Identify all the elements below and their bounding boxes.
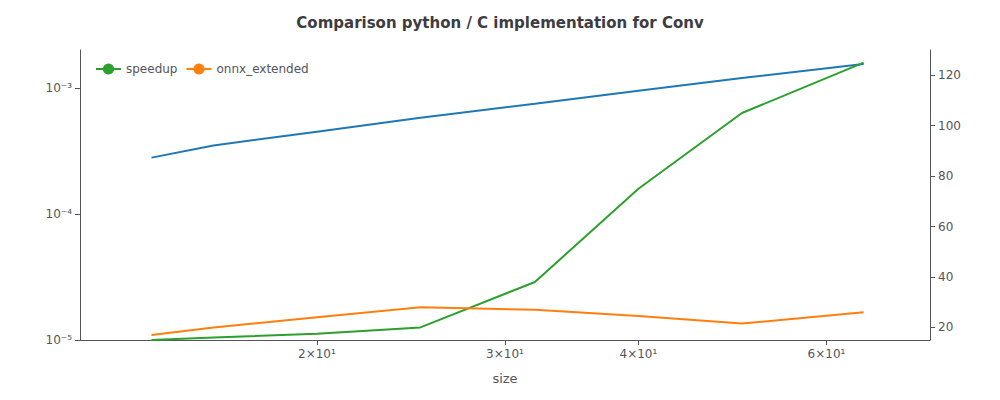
svg-text:2×10¹: 2×10¹: [298, 347, 336, 361]
svg-text:speedup: speedup: [126, 62, 177, 76]
svg-text:size: size: [492, 371, 517, 386]
svg-text:10⁻⁵: 10⁻⁵: [46, 333, 73, 347]
svg-text:10⁻⁴: 10⁻⁴: [46, 207, 73, 221]
svg-text:onnx_extended: onnx_extended: [216, 62, 308, 76]
svg-text:40: 40: [938, 270, 953, 284]
svg-text:10⁻³: 10⁻³: [46, 81, 73, 95]
svg-text:4×10¹: 4×10¹: [620, 347, 658, 361]
svg-text:100: 100: [938, 119, 961, 133]
svg-text:80: 80: [938, 169, 953, 183]
svg-text:60: 60: [938, 220, 953, 234]
svg-text:Comparison python / C implemen: Comparison python / C implementation for…: [296, 14, 704, 32]
svg-text:3×10¹: 3×10¹: [486, 347, 524, 361]
svg-text:120: 120: [938, 68, 961, 82]
svg-text:6×10¹: 6×10¹: [808, 347, 846, 361]
svg-text:20: 20: [938, 320, 953, 334]
